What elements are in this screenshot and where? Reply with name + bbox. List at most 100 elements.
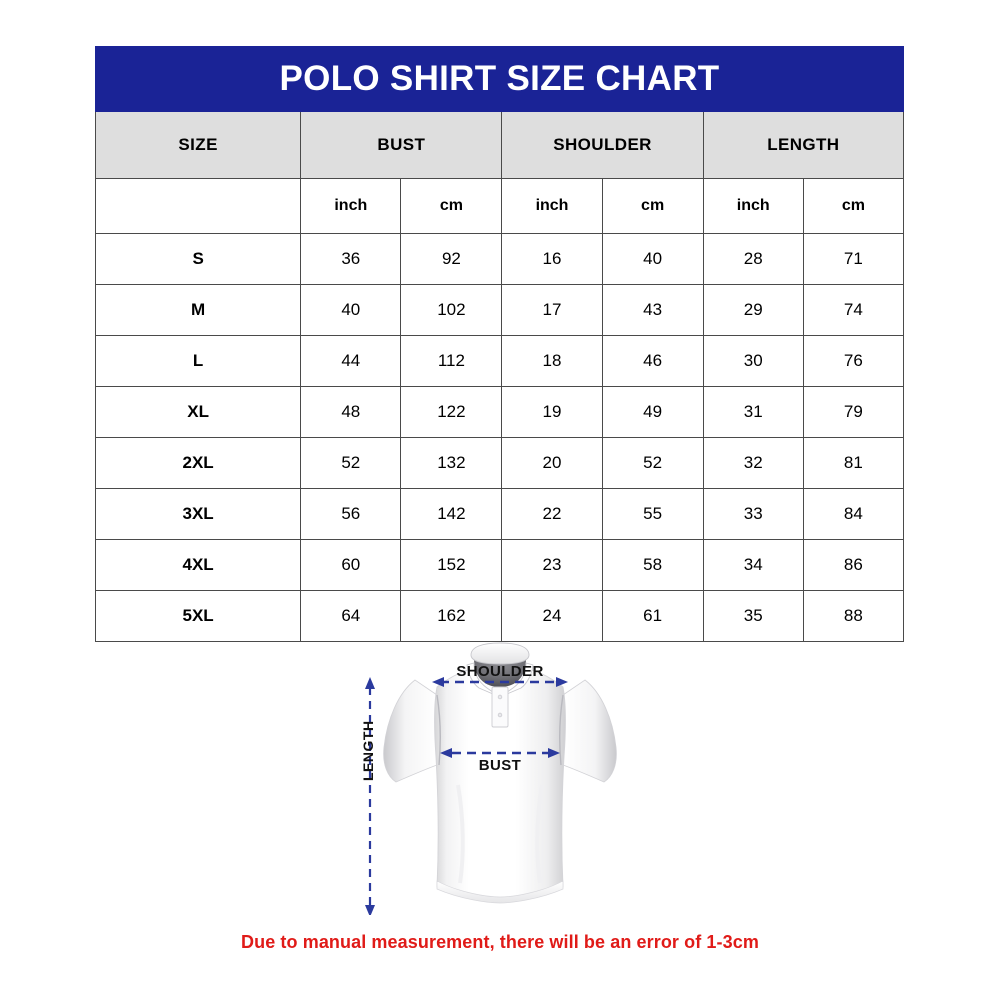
measurement-disclaimer: Due to manual measurement, there will be…	[241, 932, 759, 952]
cell-length-cm: 76	[802, 335, 905, 387]
size-chart-container: POLO SHIRT SIZE CHART SIZE BUST SHOULDER…	[94, 46, 905, 642]
cell-bust-cm: 132	[400, 437, 503, 489]
shoulder-label: SHOULDER	[456, 663, 544, 680]
cell-shoulder-cm: 46	[601, 335, 704, 387]
cell-shoulder-inch: 16	[501, 233, 603, 285]
table-row: XL 48 122 19 49 31 79	[94, 386, 905, 438]
cell-bust-inch: 56	[300, 488, 402, 540]
cell-length-inch: 28	[702, 233, 804, 285]
unit-length-inch: inch	[702, 178, 804, 234]
cell-length-inch: 33	[702, 488, 804, 540]
cell-bust-inch: 48	[300, 386, 402, 438]
cell-bust-inch: 36	[300, 233, 402, 285]
table-row: 3XL 56 142 22 55 33 84	[94, 488, 905, 540]
cell-length-inch: 34	[702, 539, 804, 591]
cell-shoulder-cm: 58	[601, 539, 704, 591]
header-size: SIZE	[94, 111, 302, 179]
size-chart-table: POLO SHIRT SIZE CHART SIZE BUST SHOULDER…	[94, 46, 905, 642]
collar-right-wing	[499, 662, 534, 698]
table-row: S 36 92 16 40 28 71	[94, 233, 905, 285]
cell-bust-inch: 44	[300, 335, 402, 387]
unit-blank-cell	[94, 178, 302, 234]
length-label: LENGTH	[360, 720, 376, 781]
cell-bust-cm: 152	[400, 539, 503, 591]
cell-size: M	[94, 284, 302, 336]
fabric-fold-right	[535, 784, 544, 884]
length-arrow-top	[365, 677, 375, 689]
table-row: 4XL 60 152 23 58 34 86	[94, 539, 905, 591]
cell-bust-inch: 52	[300, 437, 402, 489]
cell-size: L	[94, 335, 302, 387]
cell-bust-inch: 40	[300, 284, 402, 336]
cell-shoulder-inch: 18	[501, 335, 603, 387]
cell-size: 5XL	[94, 590, 302, 642]
unit-bust-cm: cm	[400, 178, 503, 234]
bust-arrow-left	[440, 748, 452, 758]
shirt-hem	[436, 880, 564, 904]
unit-bust-inch: inch	[300, 178, 402, 234]
cell-bust-cm: 112	[400, 335, 503, 387]
left-sleeve	[383, 679, 438, 783]
measurement-diagram	[340, 625, 660, 915]
cell-bust-cm: 122	[400, 386, 503, 438]
cell-length-cm: 71	[802, 233, 905, 285]
cell-shoulder-inch: 20	[501, 437, 603, 489]
cell-size: XL	[94, 386, 302, 438]
unit-header-row: inch cm inch cm inch cm	[94, 178, 905, 234]
cell-length-cm: 88	[802, 590, 905, 642]
cell-length-inch: 31	[702, 386, 804, 438]
right-sleeve	[562, 679, 617, 783]
left-armhole-seam	[436, 694, 442, 766]
cell-shoulder-inch: 19	[501, 386, 603, 438]
cell-length-inch: 35	[702, 590, 804, 642]
shoulder-arrow-left	[432, 677, 444, 687]
bust-label: BUST	[478, 757, 522, 774]
cell-bust-inch: 64	[300, 590, 402, 642]
header-shoulder: SHOULDER	[501, 111, 704, 179]
cell-bust-cm: 92	[400, 233, 503, 285]
group-header-row: SIZE BUST SHOULDER LENGTH	[94, 111, 905, 179]
cell-length-cm: 81	[802, 437, 905, 489]
button-placket	[491, 686, 509, 728]
cell-length-inch: 29	[702, 284, 804, 336]
table-row: 2XL 52 132 20 52 32 81	[94, 437, 905, 489]
fabric-fold-left	[456, 784, 465, 884]
cell-shoulder-cm: 40	[601, 233, 704, 285]
unit-length-cm: cm	[802, 178, 905, 234]
right-armhole-seam	[558, 694, 564, 766]
cell-bust-cm: 102	[400, 284, 503, 336]
placket-button-top	[497, 694, 503, 700]
cell-shoulder-inch: 24	[501, 590, 603, 642]
cell-bust-cm: 142	[400, 488, 503, 540]
table-row: 5XL 64 162 24 61 35 88	[94, 590, 905, 642]
cell-length-cm: 84	[802, 488, 905, 540]
cell-size: 2XL	[94, 437, 302, 489]
header-bust: BUST	[300, 111, 503, 179]
cell-shoulder-inch: 17	[501, 284, 603, 336]
table-row: M 40 102 17 43 29 74	[94, 284, 905, 336]
collar-band	[470, 642, 530, 665]
page-title: POLO SHIRT SIZE CHART	[279, 59, 720, 98]
header-length: LENGTH	[702, 111, 905, 179]
banner-cell: POLO SHIRT SIZE CHART	[95, 46, 904, 112]
cell-shoulder-cm: 43	[601, 284, 704, 336]
bust-arrow-right	[548, 748, 560, 758]
cell-shoulder-inch: 23	[501, 539, 603, 591]
collar-left-wing	[466, 662, 501, 698]
cell-length-inch: 32	[702, 437, 804, 489]
cell-shoulder-inch: 22	[501, 488, 603, 540]
cell-size: 3XL	[94, 488, 302, 540]
length-arrow-bottom	[365, 905, 375, 915]
cell-shoulder-cm: 55	[601, 488, 704, 540]
cell-shoulder-cm: 52	[601, 437, 704, 489]
table-row: L 44 112 18 46 30 76	[94, 335, 905, 387]
banner-row: POLO SHIRT SIZE CHART	[95, 46, 904, 112]
neck-opening	[474, 659, 526, 687]
cell-shoulder-cm: 49	[601, 386, 704, 438]
unit-shoulder-cm: cm	[601, 178, 704, 234]
cell-size: S	[94, 233, 302, 285]
cell-length-cm: 86	[802, 539, 905, 591]
placket-button-bottom	[497, 712, 503, 718]
unit-shoulder-inch: inch	[501, 178, 603, 234]
polo-shirt-illustration	[365, 642, 617, 915]
